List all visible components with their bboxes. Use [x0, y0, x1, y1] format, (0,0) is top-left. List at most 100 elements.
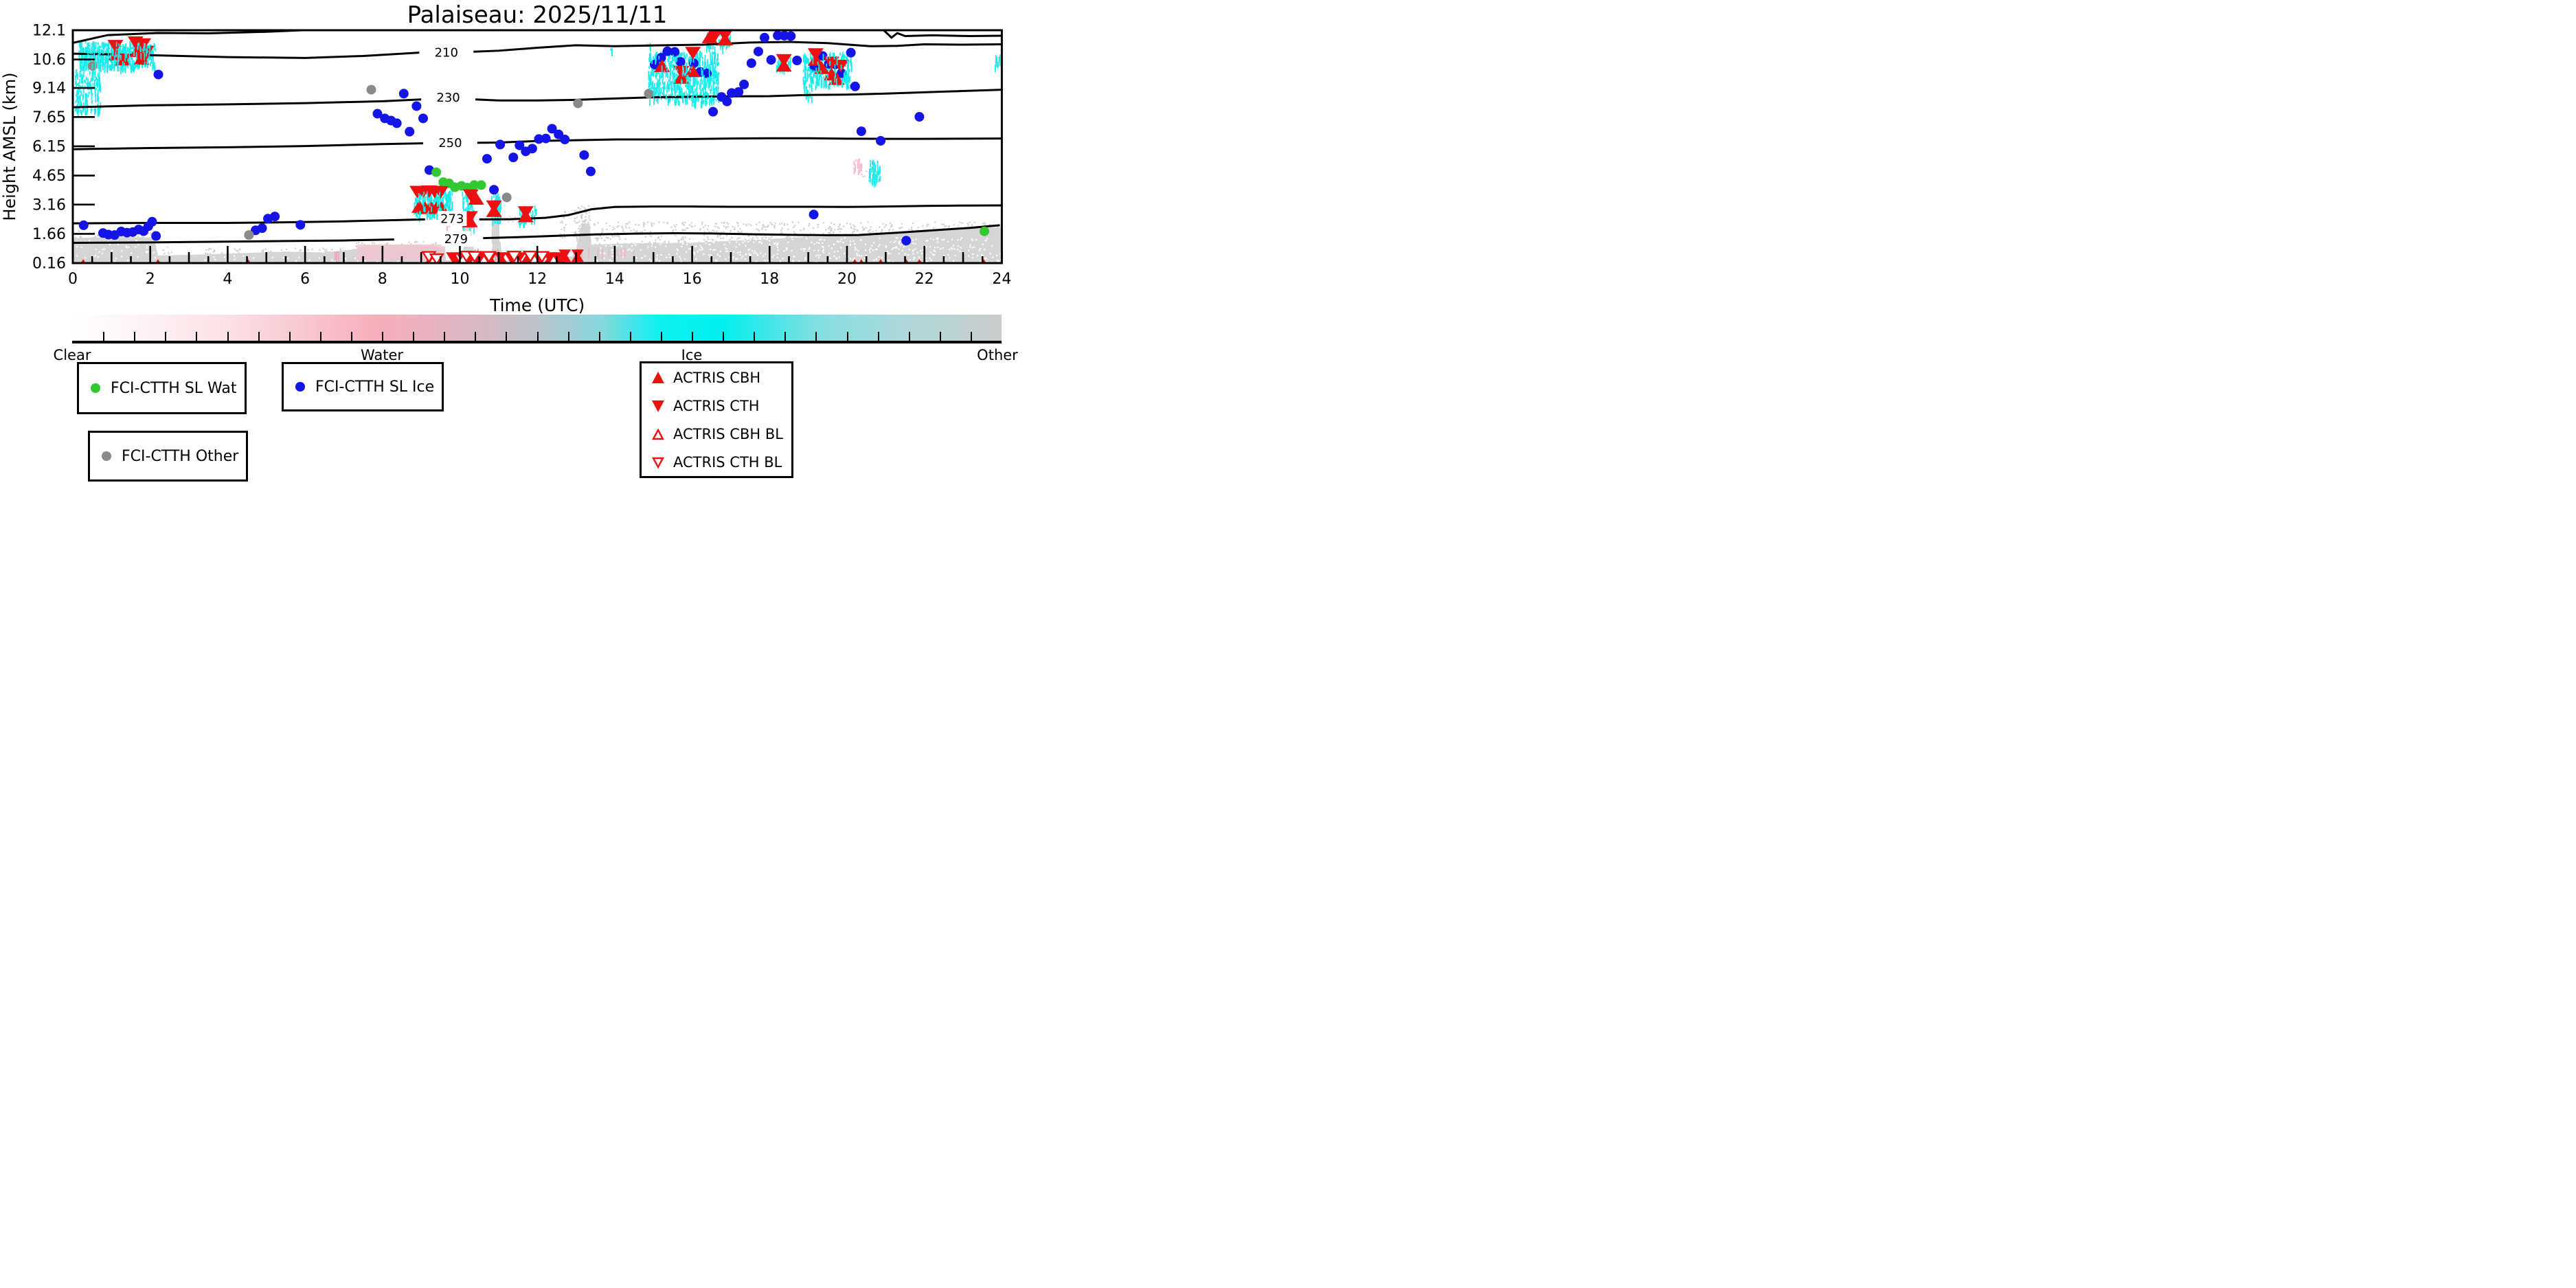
mask-speckle	[614, 235, 616, 238]
mask-speckle	[723, 243, 726, 246]
mask-speckle	[925, 257, 927, 259]
mask-wisp	[817, 76, 819, 82]
mask-wisp	[672, 87, 673, 91]
mask-speckle	[776, 244, 778, 246]
data-point	[501, 192, 512, 203]
x-tick-label: 10	[451, 271, 470, 288]
mask-wisp	[712, 45, 714, 50]
mask-wisp	[815, 74, 817, 78]
mask-wisp	[418, 193, 420, 196]
mask-wisp	[78, 100, 80, 104]
mask-speckle	[397, 260, 399, 262]
mask-wisp	[667, 58, 669, 62]
mask-wisp	[449, 197, 451, 202]
mask-speckle	[944, 225, 946, 227]
mask-wisp	[848, 77, 850, 83]
mask-wisp	[815, 67, 817, 73]
mask-speckle	[887, 252, 890, 255]
mask-speckle	[888, 260, 890, 262]
mask-speckle	[574, 232, 576, 234]
mask-speckle	[635, 244, 637, 246]
mask-speckle	[577, 207, 580, 209]
mask-wisp	[685, 56, 686, 60]
mask-wisp	[704, 55, 706, 63]
mask-speckle	[870, 231, 872, 234]
mask-wisp	[104, 65, 106, 73]
mask-wisp	[82, 66, 84, 69]
mask-speckle	[959, 221, 961, 224]
mask-wisp	[666, 94, 667, 99]
mask-speckle	[750, 224, 752, 227]
x-tick-label: 6	[300, 271, 310, 288]
mask-speckle	[729, 238, 731, 241]
mask-speckle	[896, 246, 898, 248]
mask-speckle	[326, 249, 328, 251]
mask-speckle	[737, 230, 739, 232]
mask-speckle	[512, 221, 514, 223]
mask-speckle	[649, 230, 651, 233]
mask-wisp	[87, 78, 89, 86]
mask-wisp	[846, 65, 848, 69]
mask-speckle	[727, 223, 730, 225]
mask-wisp	[429, 205, 431, 207]
mask-wisp	[703, 100, 705, 104]
mask-speckle	[609, 259, 611, 261]
mask-wisp	[809, 65, 811, 72]
mask-speckle	[730, 229, 732, 231]
mask-wisp	[148, 50, 150, 57]
mask-speckle	[137, 256, 139, 258]
mask-wisp	[690, 54, 692, 60]
mask-speckle	[581, 227, 583, 229]
mask-wisp	[86, 60, 88, 65]
mask-wisp	[997, 62, 999, 67]
mask-wisp	[846, 67, 848, 71]
mask-speckle	[973, 246, 975, 248]
mask-speckle	[756, 228, 758, 230]
mask-speckle	[879, 237, 881, 239]
x-tick-label: 0	[68, 271, 78, 288]
mask-streak	[597, 248, 599, 259]
mask-speckle	[581, 205, 583, 207]
data-point	[462, 189, 479, 202]
mask-speckle	[262, 251, 264, 253]
circle-marker-icon	[91, 383, 100, 393]
mask-speckle	[611, 249, 613, 251]
mask-wisp	[707, 93, 709, 100]
mask-wisp	[659, 82, 662, 86]
mask-speckle	[828, 245, 830, 247]
mask-speckle	[565, 223, 567, 226]
mask-speckle	[703, 253, 705, 256]
mask-speckle	[852, 240, 855, 242]
mask-wisp	[686, 53, 688, 57]
mask-wisp	[718, 38, 720, 43]
mask-speckle	[307, 249, 309, 251]
mask-wisp	[805, 65, 807, 71]
series-fci-ctth-sl-ice	[78, 30, 925, 246]
mask-wisp	[98, 49, 100, 56]
mask-speckle	[735, 246, 737, 248]
contour-label: 273	[440, 212, 464, 226]
mask-wisp	[126, 47, 128, 52]
mask-wisp	[804, 77, 806, 84]
mask-speckle	[619, 238, 621, 240]
mask-speckle	[651, 223, 653, 225]
mask-wisp	[111, 64, 113, 71]
mask-wisp	[94, 70, 96, 78]
mask-speckle	[865, 254, 867, 256]
data-point	[846, 47, 856, 58]
mask-wisp	[466, 194, 467, 199]
mask-speckle	[768, 237, 770, 239]
mask-speckle	[271, 256, 274, 258]
contour-line	[73, 238, 394, 244]
mask-speckle	[385, 242, 387, 245]
chart-title: Palaiseau: 2025/11/11	[407, 1, 668, 29]
mask-speckle	[712, 249, 714, 251]
mask-speckle	[563, 233, 565, 235]
mask-wisp	[877, 163, 879, 168]
mask-speckle	[851, 231, 853, 234]
mask-speckle	[580, 216, 583, 218]
mask-speckle	[791, 238, 793, 240]
mask-speckle	[588, 217, 590, 219]
mask-speckle	[809, 223, 811, 225]
data-point	[469, 180, 479, 190]
